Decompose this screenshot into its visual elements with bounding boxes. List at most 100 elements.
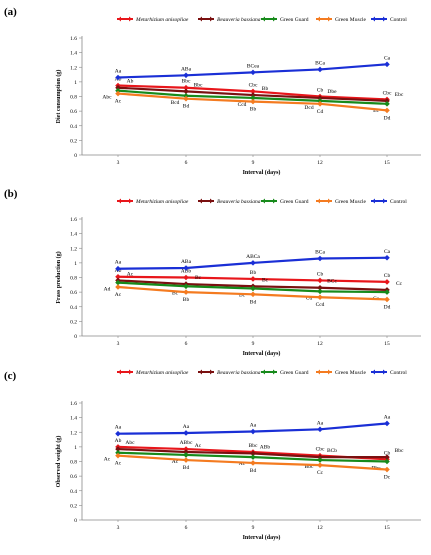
x-tick-label: 3 — [117, 160, 120, 166]
legend-arrow-left — [372, 369, 375, 375]
x-tick-label: 3 — [117, 525, 120, 531]
legend-label: Green Guard — [280, 370, 309, 376]
data-label: Ac — [127, 271, 134, 277]
data-label: Cb — [317, 271, 324, 277]
legend-arrow-right — [129, 369, 132, 375]
data-point — [115, 74, 121, 81]
data-label: Bd — [183, 104, 190, 110]
legend-label: Green Guard — [280, 199, 309, 205]
data-point — [250, 454, 256, 460]
data-label: BCc — [327, 279, 337, 285]
data-label: Aa — [384, 414, 391, 420]
data-label: Bc — [239, 292, 246, 298]
panel-label: (b) — [4, 188, 18, 200]
legend-item: Green Muscle — [316, 198, 367, 205]
data-label: Cd — [317, 109, 324, 115]
y-axis-title: Diet consumption (g) — [55, 70, 62, 124]
data-label: Cb — [317, 88, 324, 94]
x-tick-label: 6 — [185, 525, 188, 531]
data-point — [115, 446, 121, 452]
data-label: Cbc — [383, 90, 392, 96]
legend-label: Green Guard — [280, 17, 309, 23]
series-4: Ac Bb Bd Ccd Dd — [115, 284, 391, 310]
data-label: BCa — [315, 249, 325, 255]
x-tick-label: 12 — [317, 525, 323, 531]
data-point — [317, 284, 323, 291]
legend-arrow-left — [199, 369, 202, 375]
legend-label: Beauveria bassiana — [217, 17, 261, 23]
data-point — [384, 420, 390, 427]
data-label: ABa — [181, 66, 192, 72]
legend-arrow-right — [129, 16, 132, 22]
data-point — [115, 449, 121, 456]
legend-item: Beauveria bassiana — [198, 369, 261, 376]
legend-arrow-left — [262, 16, 265, 22]
y-tick-label: 0.2 — [70, 138, 77, 144]
data-label: Cd — [306, 295, 313, 301]
data-label: Ac — [239, 461, 246, 467]
data-point — [183, 88, 189, 95]
data-point — [384, 101, 390, 107]
data-point — [115, 273, 121, 280]
data-point — [183, 84, 189, 91]
data-label: Ac — [195, 443, 202, 449]
data-label: Ebc — [395, 92, 404, 98]
data-point — [183, 283, 189, 290]
legend-label: Metarhizium anisopliae — [135, 17, 189, 23]
data-point — [317, 457, 323, 463]
data-point — [384, 279, 390, 285]
data-label: Abc — [102, 95, 112, 101]
data-point — [250, 88, 256, 95]
y-tick-label: 0.8 — [70, 95, 77, 101]
data-label: Ca — [384, 249, 391, 255]
data-label: Ccd — [238, 102, 247, 108]
legend-item: Control — [371, 16, 407, 23]
legend-item: Metarhizium anisopliae — [117, 198, 189, 205]
data-point — [183, 446, 189, 452]
legend-item: Green Muscle — [316, 16, 367, 23]
data-label: Bb — [262, 86, 269, 92]
legend-label: Control — [390, 17, 407, 23]
data-point — [183, 289, 189, 295]
data-point — [250, 428, 256, 435]
data-label: Bbc — [194, 82, 203, 88]
y-axis-title: Frass production (g) — [55, 251, 62, 303]
data-point — [115, 90, 121, 97]
x-tick-label: 3 — [117, 341, 120, 347]
legend-item: Beauveria bassiana — [198, 16, 261, 23]
series-5: Aa Aa Aa Aa Aa — [115, 414, 391, 437]
y-tick-label: 1 — [74, 445, 77, 451]
x-tick-label: 9 — [252, 341, 255, 347]
data-label: ABCa — [246, 254, 260, 260]
data-point — [384, 61, 390, 68]
data-label: Dd — [384, 304, 391, 310]
y-tick-label: 1.6 — [70, 217, 77, 223]
y-tick-label: 0 — [74, 153, 77, 159]
legend-arrow-left — [372, 16, 375, 22]
legend-arrow-right — [383, 16, 386, 22]
data-point — [317, 95, 323, 101]
data-label: BCb — [327, 448, 337, 454]
legend-item: Green Guard — [261, 369, 309, 376]
data-label: BCea — [247, 63, 260, 69]
data-label: Abc — [125, 440, 135, 446]
legend-arrow-left — [118, 198, 121, 204]
data-point — [115, 265, 121, 272]
data-point — [250, 260, 256, 266]
panel-label: (c) — [4, 370, 17, 382]
legend-label: Beauveria bassiana — [217, 370, 261, 376]
legend-arrow-left — [317, 369, 320, 375]
data-label: Bbc — [395, 448, 404, 454]
legend-item: Green Muscle — [316, 369, 367, 376]
data-point — [115, 430, 121, 437]
data-label: Bd — [250, 299, 257, 305]
legend-arrow-right — [210, 16, 213, 22]
x-tick-label: 9 — [252, 160, 255, 166]
data-label: Bb — [250, 270, 257, 276]
data-label: Bb — [183, 297, 190, 303]
legend-arrow-right — [210, 369, 213, 375]
data-point — [250, 276, 256, 282]
data-point — [250, 98, 256, 105]
legend-arrow-left — [199, 16, 202, 22]
legend-arrow-right — [328, 198, 331, 204]
